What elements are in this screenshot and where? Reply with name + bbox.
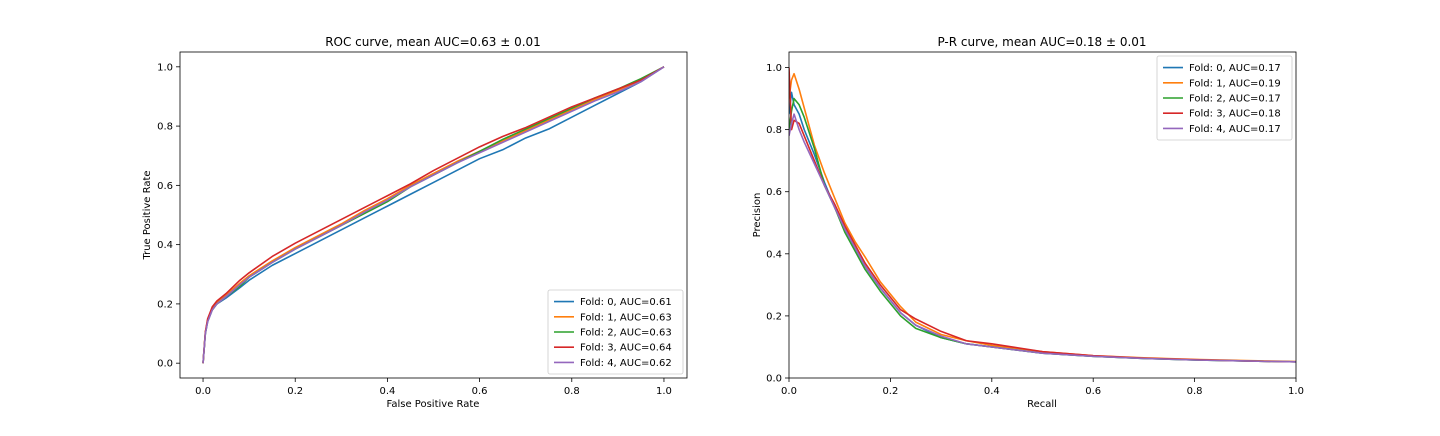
roc-curves [202,66,665,364]
roc-legend: Fold: 0, AUC=0.61 Fold: 1, AUC=0.63 Fold: … [547,289,684,375]
pr-plot-area: 0.0 0.2 0.4 0.6 0.8 1.0 0.0 0.2 0.4 0.6 0.8 1.0 Fold… [766,51,1304,397]
roc-title: ROC curve, mean AUC=0.63 ± 0.01 [325,35,541,49]
roc-series-line-4 [202,66,665,364]
pr-xtick-label: 0.6 [1085,386,1101,397]
roc-ytick-label: 0.2 [157,299,173,310]
roc-legend-label-4: Fold: 4, AUC=0.62 [580,358,672,369]
roc-axes-frame [179,51,688,379]
pr-ytick-label: 1.0 [766,63,782,74]
pr-ytick-label: 0.6 [766,187,782,198]
pr-legend-box [1156,55,1293,141]
pr-ylabel: Precision [752,193,763,238]
roc-xtick-label: 0.2 [287,386,303,397]
pr-legend-label-0: Fold: 0, AUC=0.17 [1189,63,1281,74]
roc-chart: ROC curve, mean AUC=0.63 ± 0.01 0.0 0.2 0.… [142,35,688,410]
pr-legend-label-2: Fold: 2, AUC=0.17 [1189,94,1281,105]
roc-series-line-1 [202,66,665,364]
pr-curves [789,67,1296,363]
pr-chart: P-R curve, mean AUC=0.18 ± 0.01 0.0 0.2 0.… [752,35,1304,410]
roc-legend-label-1: Fold: 1, AUC=0.63 [580,312,672,323]
pr-xlabel: Recall [1027,399,1057,410]
roc-xlabel: False Positive Rate [387,399,480,410]
pr-title: P-R curve, mean AUC=0.18 ± 0.01 [937,35,1146,49]
roc-xtick-label: 1.0 [656,386,672,397]
roc-legend-label-0: Fold: 0, AUC=0.61 [580,297,672,308]
pr-axes-frame [788,51,1297,379]
roc-ytick-label: 0.6 [157,181,173,192]
pr-xtick-label: 0.8 [1187,386,1203,397]
pr-ytick-label: 0.8 [766,125,782,136]
roc-xtick-label: 0.0 [195,386,211,397]
pr-xtick-label: 0.2 [882,386,898,397]
roc-ytick-label: 0.8 [157,122,173,133]
pr-series-line-4 [789,113,1296,363]
roc-ytick-label: 0.0 [157,359,173,370]
pr-xtick-label: 0.0 [781,386,797,397]
pr-xtick-label: 1.0 [1288,386,1304,397]
roc-legend-box [547,289,684,375]
roc-series-line-3 [202,66,665,364]
roc-ytick-label: 0.4 [157,240,173,251]
pr-ytick-label: 0.0 [766,374,782,385]
roc-ylabel: True Positive Rate [142,170,153,260]
pr-legend-label-1: Fold: 1, AUC=0.19 [1189,78,1281,89]
roc-xtick-label: 0.4 [379,386,395,397]
pr-xtick-label: 0.4 [984,386,1000,397]
roc-legend-label-2: Fold: 2, AUC=0.63 [580,328,672,339]
pr-ytick-label: 0.2 [766,311,782,322]
roc-plot-area: 0.0 0.2 0.4 0.6 0.8 1.0 0.0 0.2 0.4 0.6 0.8 1.0 Fold… [157,51,688,397]
pr-ytick-label: 0.4 [766,249,782,260]
pr-legend-label-4: Fold: 4, AUC=0.17 [1189,124,1281,135]
roc-xtick-label: 0.8 [564,386,580,397]
roc-legend-label-3: Fold: 3, AUC=0.64 [580,343,672,354]
pr-legend-label-3: Fold: 3, AUC=0.18 [1189,109,1281,120]
roc-xtick-label: 0.6 [472,386,488,397]
pr-legend: Fold: 0, AUC=0.17 Fold: 1, AUC=0.19 Fold: … [1156,55,1293,141]
roc-ytick-label: 1.0 [157,62,173,73]
